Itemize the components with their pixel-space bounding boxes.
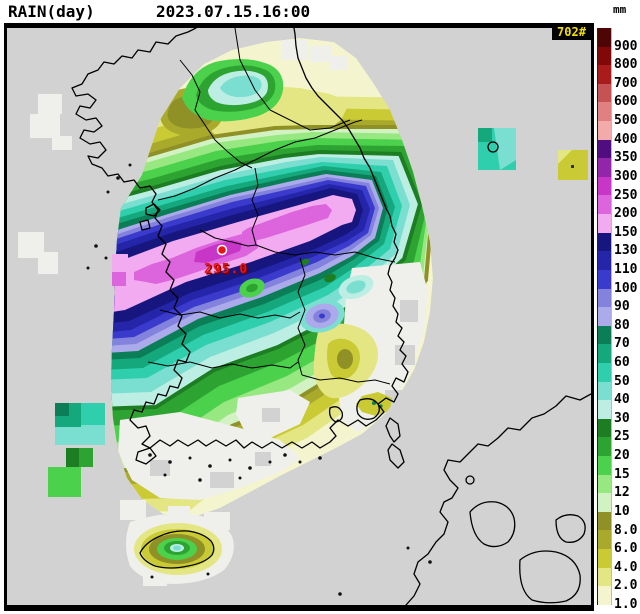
legend-value-label: 80 — [614, 317, 630, 333]
legend-value-label: 900 — [614, 38, 638, 54]
legend-color-segment — [598, 139, 611, 159]
legend-value-label: 600 — [614, 94, 638, 110]
legend-value-label: 12 — [614, 485, 630, 501]
legend-value-label: 15 — [614, 466, 630, 482]
legend-color-segment — [598, 121, 611, 140]
legend-color-segment — [598, 437, 611, 457]
legend-color-segment — [598, 288, 611, 308]
coastlines — [71, 28, 591, 605]
legend-value-label: 25 — [614, 429, 630, 445]
legend-value-label: 50 — [614, 373, 630, 389]
legend-color-segment — [598, 456, 611, 475]
legend-value-label: 2.0 — [614, 578, 638, 594]
legend-value-label: 800 — [614, 57, 638, 73]
marker-value: 295.0 — [204, 262, 248, 277]
legend-value-label: 8.0 — [614, 522, 638, 538]
legend-color-segment — [598, 586, 611, 605]
legend-color-segment — [598, 511, 611, 531]
station-badge: 702# — [552, 24, 591, 40]
jeju-rain-cell — [126, 513, 234, 584]
map-frame: 295.0 295.0 — [4, 23, 594, 611]
legend-color-segment — [598, 102, 611, 122]
legend-color-segment — [598, 158, 611, 177]
legend-color-segment — [598, 400, 611, 419]
page-title: RAIN(day) — [8, 2, 95, 21]
legend-value-label: 4.0 — [614, 559, 638, 575]
legend-value-label: 90 — [614, 299, 630, 315]
marker-value-shadow: 295.0 — [206, 264, 250, 279]
legend-color-segment — [598, 176, 611, 196]
legend-value-label: 40 — [614, 392, 630, 408]
legend-value-label: 70 — [614, 336, 630, 352]
legend-color-segment — [598, 232, 611, 252]
legend-color-segment — [598, 214, 611, 233]
legend-color-segment — [598, 83, 611, 103]
legend-color-segment — [598, 530, 611, 550]
legend-strip — [597, 28, 612, 605]
legend-color-segment — [598, 474, 611, 494]
legend-value-label: 6.0 — [614, 541, 638, 557]
unit-label: mm — [613, 3, 627, 16]
legend-color-segment — [598, 381, 611, 401]
legend-value-label: 150 — [614, 224, 638, 240]
legend-color-segment — [598, 567, 611, 587]
legend-value-label: 250 — [614, 187, 638, 203]
legend-color-segment — [598, 344, 611, 363]
small-islands — [86, 163, 432, 596]
legend-color-segment — [598, 362, 611, 382]
province-borders — [147, 28, 396, 385]
legend-color-segment — [598, 65, 611, 84]
legend-value-label: 60 — [614, 355, 630, 371]
marker-dot — [216, 244, 228, 256]
legend-color-segment — [598, 28, 611, 47]
legend-color-segment — [598, 269, 611, 289]
legend-color-segment — [598, 46, 611, 66]
legend-value-label: 400 — [614, 131, 638, 147]
legend-value-label: 300 — [614, 168, 638, 184]
legend-value-label: 700 — [614, 75, 638, 91]
legend-value-label: 110 — [614, 261, 638, 277]
legend-value-label: 10 — [614, 503, 630, 519]
legend-color-segment — [598, 195, 611, 215]
legend-value-label: 100 — [614, 280, 638, 296]
legend-value-label: 1.0 — [614, 597, 638, 612]
legend-value-label: 350 — [614, 150, 638, 166]
legend-value-label: 200 — [614, 206, 638, 222]
max-rain-marker: 295.0 295.0 — [204, 244, 250, 279]
legend-value-label: 20 — [614, 448, 630, 464]
legend-color-segment — [598, 325, 611, 345]
timestamp: 2023.07.15.16:00 — [156, 2, 311, 21]
legend-color-segment — [598, 549, 611, 568]
legend-color-segment — [598, 493, 611, 512]
legend-value-label: 500 — [614, 113, 638, 129]
legend-color-segment — [598, 251, 611, 270]
legend-color-segment — [598, 418, 611, 438]
legend-color-segment — [598, 307, 611, 326]
map-canvas[interactable]: 295.0 295.0 — [7, 28, 591, 605]
legend-value-label: 130 — [614, 243, 638, 259]
legend-value-label: 30 — [614, 410, 630, 426]
